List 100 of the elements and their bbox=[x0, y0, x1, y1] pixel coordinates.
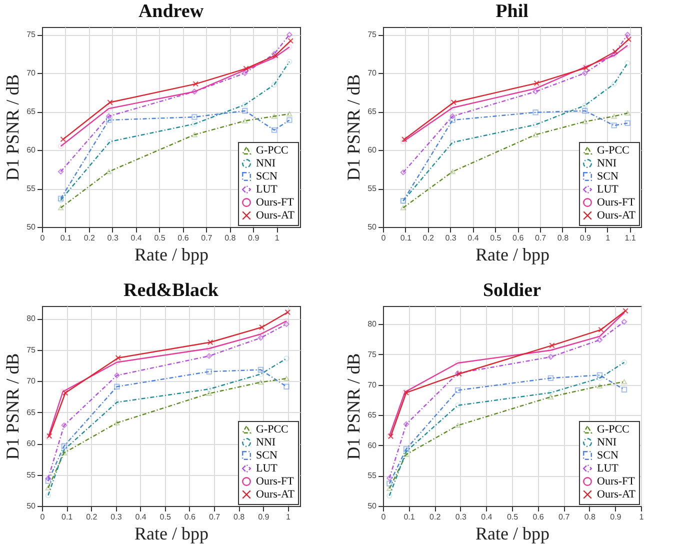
point bbox=[549, 342, 555, 348]
x-tick-label: 0.1 bbox=[62, 512, 74, 522]
y-tick-label: 50 bbox=[368, 222, 378, 232]
point bbox=[596, 383, 603, 389]
x-tick-label: 0.2 bbox=[430, 512, 442, 522]
point bbox=[60, 136, 66, 142]
x-tick-label: 0.7 bbox=[558, 512, 570, 522]
x-tick-label: 0.1 bbox=[404, 512, 416, 522]
point bbox=[450, 113, 456, 120]
x-tick-label: 0.9 bbox=[610, 512, 622, 522]
point bbox=[532, 132, 538, 138]
legend-label: Ours-FT bbox=[256, 476, 294, 488]
y-axis-title: D1 PSNR / dB bbox=[2, 353, 23, 460]
x-tick-label: 0.4 bbox=[468, 234, 480, 242]
x-tick-label: 0.2 bbox=[84, 234, 96, 242]
x-axis-title: Rate / bpp bbox=[134, 524, 208, 544]
point bbox=[106, 113, 112, 120]
x-tick-label: 0.5 bbox=[506, 512, 519, 522]
y-axis-title: D1 PSNR / dB bbox=[344, 74, 364, 181]
x-tick-label: 0.9 bbox=[248, 234, 260, 242]
x-tick-label: 0.4 bbox=[130, 234, 142, 242]
y-tick-label: 60 bbox=[26, 439, 36, 448]
point bbox=[612, 48, 618, 54]
y-tick-label: 50 bbox=[26, 222, 36, 232]
y-tick-label: 55 bbox=[368, 471, 378, 480]
point bbox=[582, 119, 588, 124]
x-tick-label: 0 bbox=[40, 234, 46, 242]
point bbox=[450, 140, 456, 146]
point bbox=[258, 380, 264, 385]
point bbox=[596, 333, 603, 340]
legend-label: NNI bbox=[597, 436, 617, 448]
point bbox=[626, 36, 632, 42]
legend-label: SCN bbox=[256, 450, 278, 462]
point bbox=[403, 452, 410, 458]
x-axis-title: Rate / bpp bbox=[134, 244, 208, 264]
point bbox=[114, 359, 120, 366]
point bbox=[258, 331, 264, 337]
point bbox=[61, 450, 67, 456]
y-tick-label: 55 bbox=[26, 184, 36, 194]
point bbox=[258, 335, 264, 341]
y-tick-label: 55 bbox=[26, 470, 36, 480]
legend-label: SCN bbox=[597, 170, 618, 182]
x-tick-label: 0.6 bbox=[512, 234, 524, 242]
point bbox=[106, 106, 112, 112]
point bbox=[242, 70, 248, 76]
point bbox=[624, 110, 630, 116]
point bbox=[582, 70, 588, 76]
x-tick-label: 1 bbox=[286, 512, 291, 522]
x-tick-label: 0.1 bbox=[400, 234, 412, 242]
y-tick-label: 55 bbox=[368, 184, 378, 194]
y-tick-label: 50 bbox=[368, 502, 378, 510]
y-tick-label: 75 bbox=[26, 345, 36, 354]
x-tick-label: 0.7 bbox=[201, 234, 213, 242]
x-tick-label: 0 bbox=[40, 512, 46, 522]
x-tick-label: 0.6 bbox=[532, 512, 544, 522]
chart-title: Soldier bbox=[482, 280, 542, 301]
y-tick-label: 75 bbox=[368, 30, 378, 40]
x-tick-label: 0.5 bbox=[160, 512, 172, 522]
y-tick-label: 60 bbox=[368, 146, 378, 155]
point bbox=[450, 100, 457, 106]
point bbox=[534, 80, 540, 86]
x-tick-label: 0.5 bbox=[154, 234, 166, 242]
x-tick-label: 0.4 bbox=[481, 512, 493, 522]
legend-label: LUT bbox=[597, 184, 619, 196]
y-tick-label: 75 bbox=[368, 350, 378, 359]
point bbox=[242, 118, 248, 124]
point bbox=[206, 346, 212, 352]
x-tick-label: 0.8 bbox=[557, 234, 570, 242]
point bbox=[624, 32, 630, 38]
x-tick-label: 0.4 bbox=[135, 512, 147, 522]
point bbox=[548, 354, 554, 360]
legend-label: Ours-AT bbox=[597, 210, 636, 222]
y-tick-label: 75 bbox=[26, 30, 36, 40]
y-tick-label: 65 bbox=[26, 107, 36, 116]
x-tick-label: 0.6 bbox=[184, 512, 196, 522]
x-tick-label: 0.8 bbox=[224, 234, 236, 242]
legend-label: NNI bbox=[256, 158, 276, 170]
y-tick-label: 70 bbox=[368, 68, 378, 78]
chart-title: Phil bbox=[496, 1, 528, 22]
x-tick-label: 1 bbox=[606, 234, 611, 242]
y-tick-label: 65 bbox=[26, 408, 36, 417]
point bbox=[284, 309, 291, 316]
point bbox=[450, 104, 456, 111]
x-tick-label: 1 bbox=[639, 512, 644, 522]
y-tick-label: 50 bbox=[26, 502, 36, 510]
point bbox=[596, 375, 603, 381]
y-tick-label: 60 bbox=[26, 146, 36, 155]
x-tick-label: 0.1 bbox=[60, 234, 72, 242]
point bbox=[107, 138, 113, 144]
point bbox=[288, 38, 294, 44]
chart-title: Andrew bbox=[138, 1, 204, 22]
legend-label: G-PCC bbox=[256, 144, 288, 156]
legend-label: G-PCC bbox=[256, 424, 288, 436]
x-tick-label: 0.3 bbox=[110, 512, 122, 522]
legend-label: Ours-AT bbox=[256, 488, 295, 500]
legend-label: LUT bbox=[597, 462, 619, 474]
legend-label: Ours-AT bbox=[256, 210, 295, 222]
y-tick-label: 70 bbox=[26, 376, 36, 386]
legend-label: Ours-AT bbox=[597, 488, 636, 500]
legend-label: Ours-FT bbox=[256, 196, 294, 208]
